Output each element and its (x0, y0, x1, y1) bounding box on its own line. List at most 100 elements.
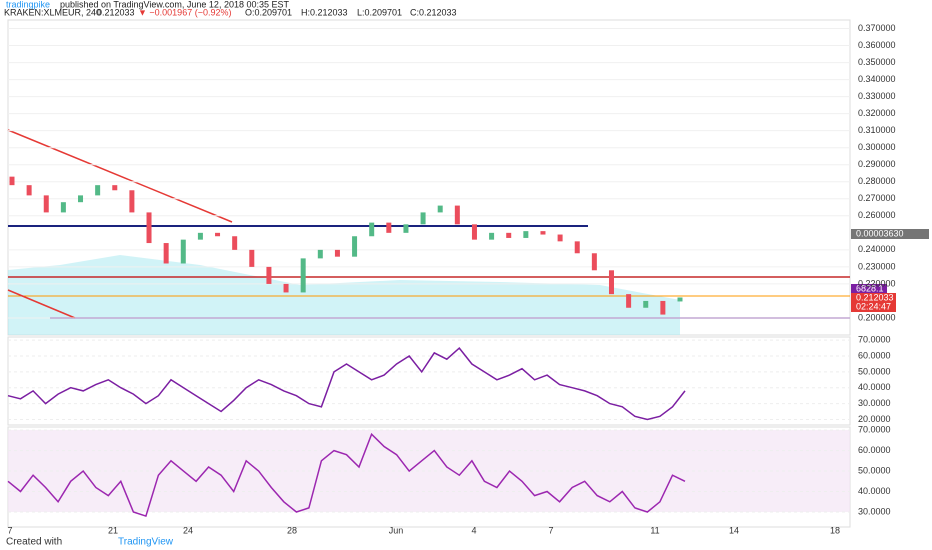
y-tick-label: 0.260000 (858, 210, 896, 220)
candle-body (677, 297, 683, 302)
author: tradingpike (6, 0, 50, 9)
candle-body (249, 249, 255, 267)
y-tick-label: 0.290000 (858, 159, 896, 169)
candle-body (60, 202, 66, 213)
candle-body (643, 300, 649, 308)
symbol: KRAKEN:XLMEUR, 240 (4, 7, 101, 17)
ohlc-close: C:0.212033 (410, 7, 457, 17)
rsi-line (7, 432, 686, 518)
candle-body (420, 212, 426, 225)
candle-body (283, 283, 289, 293)
candle-body (26, 185, 32, 196)
y-tick-label: 30.0000 (858, 506, 891, 516)
candle-body (523, 231, 529, 238)
candle-body (608, 270, 614, 295)
candle-body (300, 258, 306, 293)
y-tick-label: 0.240000 (858, 244, 896, 254)
x-tick-label: 11 (650, 525, 659, 535)
candle-body (317, 249, 323, 259)
y-tick-label: 50.0000 (858, 366, 891, 376)
candle-body (78, 195, 84, 203)
candle-body (163, 243, 169, 264)
candle-body (266, 266, 272, 284)
candle-body (146, 212, 152, 244)
candle-body (197, 232, 203, 240)
y-tick-label: 70.0000 (858, 424, 891, 434)
x-tick-label: 28 (287, 525, 297, 535)
y-tick-label: 0.230000 (858, 261, 896, 271)
x-tick-label: 4 (471, 525, 476, 535)
change: ▼ −0.001967 (−0.92%) (138, 7, 231, 17)
price-box (851, 293, 896, 312)
candle-body (660, 300, 666, 315)
y-tick-label: 0.330000 (858, 91, 896, 101)
y-tick-label: 0.300000 (858, 142, 896, 152)
ohlc-high: H:0.212033 (301, 7, 348, 17)
footer-created: Created with (6, 537, 62, 548)
y-tick-label: 30.0000 (858, 398, 891, 408)
price-box (851, 284, 887, 294)
x-tick-label: 14 (729, 525, 739, 535)
candle-body (454, 205, 460, 225)
candle-body (403, 224, 409, 233)
x-tick-label: 21 (108, 525, 118, 535)
candle-body (9, 176, 15, 186)
y-tick-label: 70.0000 (858, 335, 891, 345)
y-tick-label: 0.320000 (858, 108, 896, 118)
price: 0.212033 (97, 7, 135, 17)
y-tick-label: 0.370000 (858, 23, 896, 33)
cloud (8, 255, 680, 335)
y-tick-label: 0.220000 (858, 278, 896, 288)
candle-body (369, 222, 375, 237)
y-tick-label: 60.0000 (858, 350, 891, 360)
rsi-line (7, 347, 686, 421)
x-tick-label: 7 (7, 525, 12, 535)
y-tick-label: 40.0000 (858, 382, 891, 392)
candle-body (557, 234, 563, 242)
candle-body (437, 205, 443, 213)
x-tick-label: 24 (183, 525, 193, 535)
candle-body (43, 195, 49, 213)
price-label: 6828.1 (856, 283, 884, 293)
price-label: 0.212033 (856, 292, 894, 302)
y-tick-label: 0.340000 (858, 74, 896, 84)
ohlc-open: O:0.209701 (245, 7, 292, 17)
published: published on TradingView.com, June 12, 2… (60, 0, 289, 9)
y-tick-label: 60.0000 (858, 445, 891, 455)
trend-line (7, 289, 76, 319)
candle-body (180, 239, 186, 264)
y-tick-label: 50.0000 (858, 465, 891, 475)
footer-brand: TradingView (118, 537, 174, 548)
y-tick-label: 0.280000 (858, 176, 896, 186)
x-tick-label: 7 (548, 525, 553, 535)
y-tick-label: 0.200000 (858, 312, 896, 322)
y-tick-label: 40.0000 (858, 486, 891, 496)
price-label: 0.00003630 (856, 228, 904, 238)
candle-body (471, 224, 477, 240)
ohlc-low: L:0.209701 (357, 7, 402, 17)
candle-body (386, 222, 392, 233)
x-tick-label: Jun (389, 525, 404, 535)
panel-2 (7, 336, 851, 426)
candle-body (112, 185, 118, 191)
candle-body (574, 241, 580, 254)
candle-body (215, 232, 221, 237)
y-tick-label: 0.310000 (858, 125, 896, 135)
countdown: 02:24:47 (856, 301, 891, 311)
candle-body (352, 236, 358, 257)
candle-body (591, 253, 597, 271)
candle-body (506, 232, 512, 238)
candle-body (95, 185, 101, 196)
candle-body (540, 231, 546, 235)
y-tick-label: 0.350000 (858, 57, 896, 67)
candle-body (334, 249, 340, 257)
y-tick-label: 20.0000 (858, 414, 891, 424)
y-tick-label: 0.270000 (858, 193, 896, 203)
price-box (851, 229, 929, 239)
candle-body (626, 294, 632, 308)
candle-body (489, 232, 495, 240)
candle-body (129, 190, 135, 213)
trend-line (7, 129, 233, 223)
y-tick-label: 0.360000 (858, 40, 896, 50)
